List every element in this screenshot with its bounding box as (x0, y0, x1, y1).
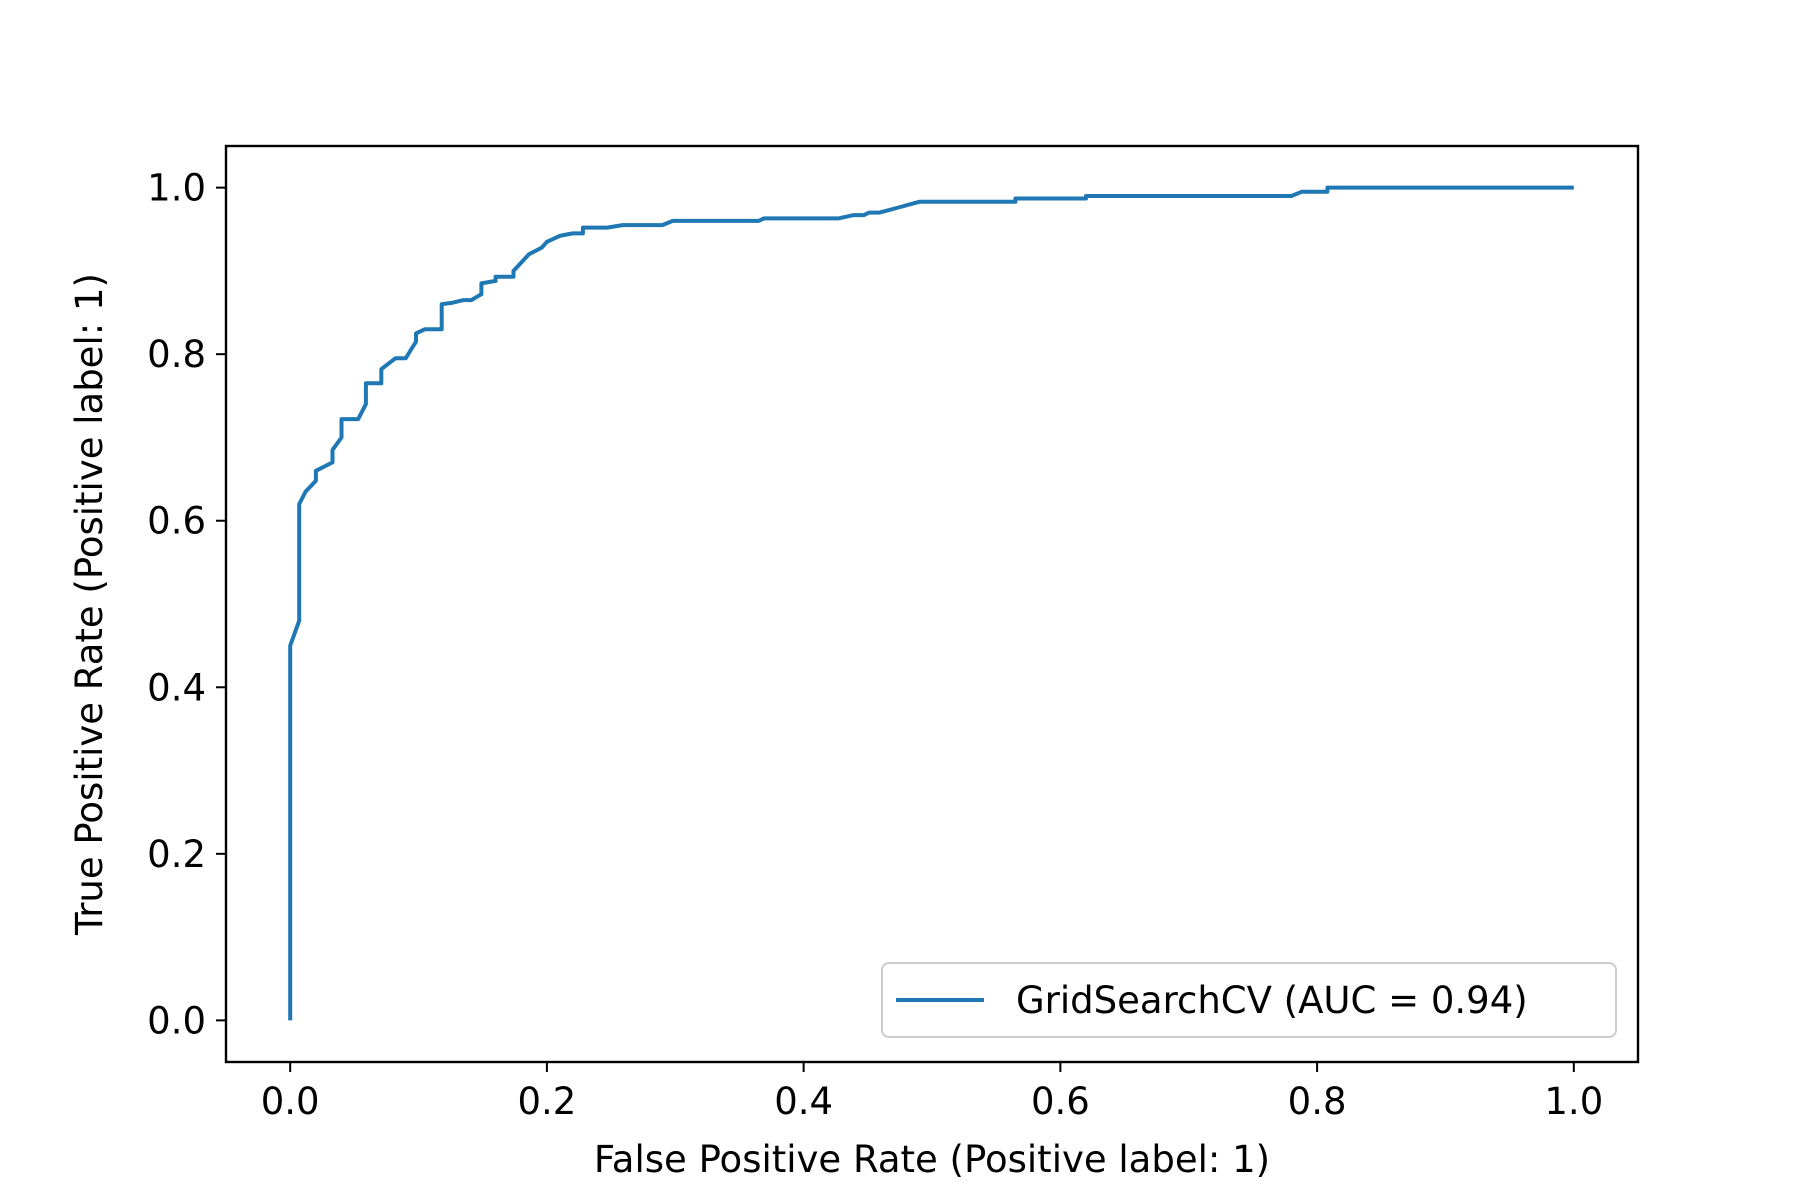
x-tick-label: 0.4 (774, 1080, 833, 1123)
y-tick-label: 0.2 (147, 833, 206, 876)
y-tick-label: 1.0 (147, 167, 206, 210)
x-tick-label: 1.0 (1544, 1080, 1603, 1123)
y-axis-ticks: 0.0 0.2 0.4 0.6 0.8 1.0 (147, 167, 226, 1042)
x-axis-ticks: 0.0 0.2 0.4 0.6 0.8 1.0 (261, 1062, 1603, 1123)
x-axis-label: False Positive Rate (Positive label: 1) (594, 1138, 1270, 1181)
x-tick-label: 0.8 (1288, 1080, 1347, 1123)
y-tick-label: 0.6 (147, 500, 206, 543)
roc-curve-line (288, 185, 1574, 1021)
x-tick-label: 0.2 (517, 1080, 576, 1123)
legend-entry-label: GridSearchCV (AUC = 0.94) (1016, 979, 1528, 1022)
y-tick-label: 0.4 (147, 666, 206, 709)
x-tick-label: 0.6 (1031, 1080, 1090, 1123)
y-tick-label: 0.8 (147, 333, 206, 376)
axes-frame (224, 144, 1640, 1064)
x-tick-label: 0.0 (261, 1080, 320, 1123)
y-axis-label: True Positive Rate (Positive label: 1) (68, 273, 111, 936)
legend-box (881, 962, 1617, 1038)
legend: GridSearchCV (AUC = 0.94) (881, 962, 1617, 1038)
y-tick-label: 0.0 (147, 999, 206, 1042)
series-layer (288, 185, 1574, 1021)
